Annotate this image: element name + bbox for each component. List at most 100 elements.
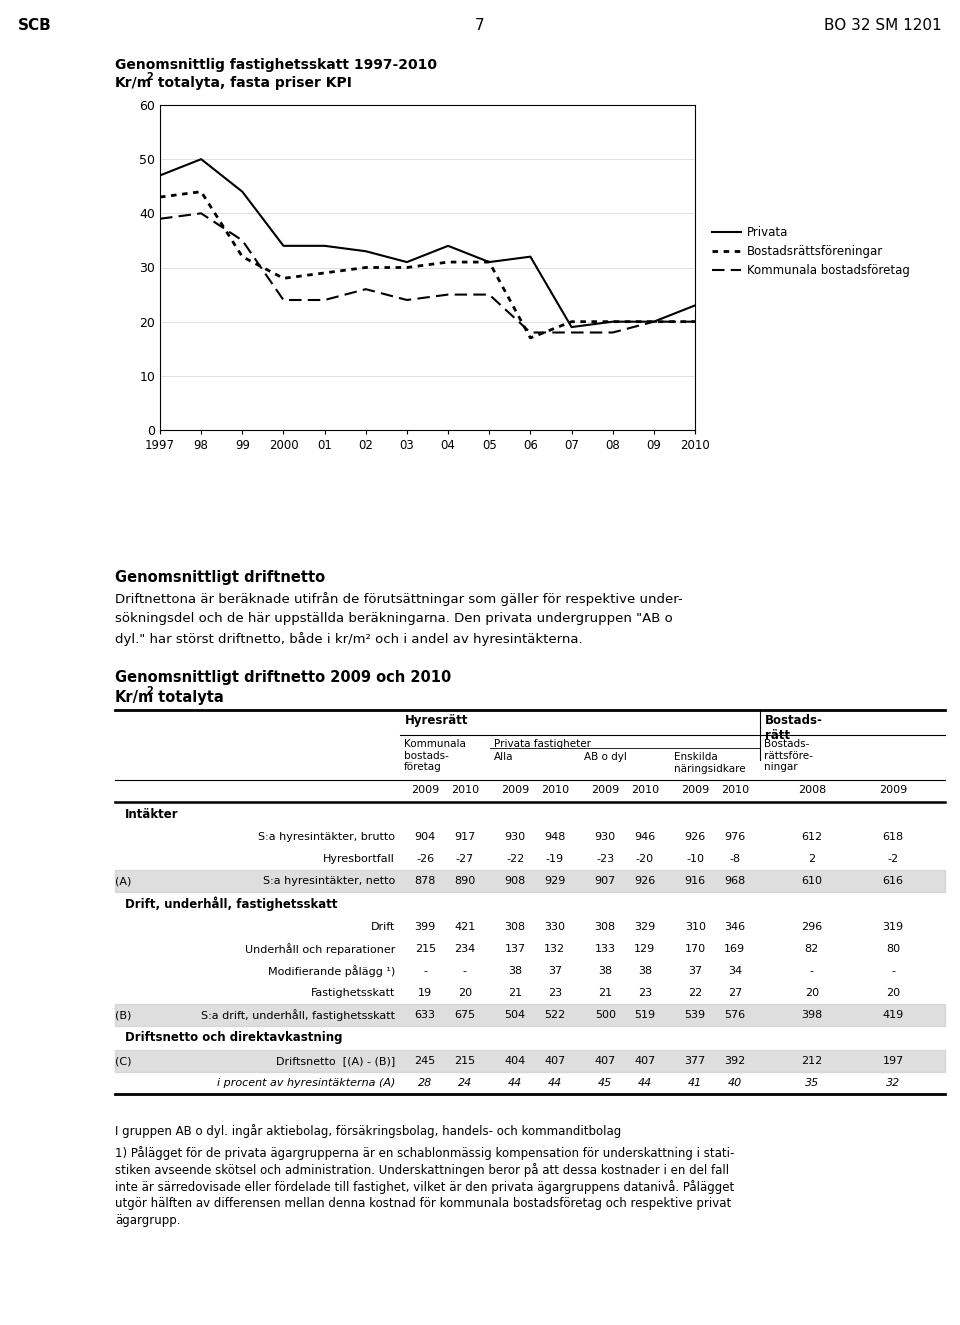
Text: 618: 618: [882, 832, 903, 841]
Text: 133: 133: [594, 943, 615, 954]
Text: 929: 929: [544, 876, 565, 886]
Text: 976: 976: [724, 832, 745, 841]
Text: 612: 612: [802, 832, 823, 841]
Text: 2010: 2010: [451, 786, 479, 795]
Text: Genomsnittligt driftnetto: Genomsnittligt driftnetto: [115, 570, 325, 586]
Text: 245: 245: [415, 1056, 436, 1067]
Text: Fastighetsskatt: Fastighetsskatt: [311, 988, 396, 998]
Text: 916: 916: [684, 876, 706, 886]
Text: 2: 2: [146, 72, 153, 82]
Text: 421: 421: [454, 922, 475, 931]
Text: 40: 40: [728, 1079, 742, 1088]
Text: 27: 27: [728, 988, 742, 998]
Text: Modifierande pålägg ¹): Modifierande pålägg ¹): [268, 965, 396, 977]
Text: -: -: [463, 966, 467, 977]
Text: 319: 319: [882, 922, 903, 931]
Text: 129: 129: [635, 943, 656, 954]
Text: 407: 407: [594, 1056, 615, 1067]
Text: utgör hälften av differensen mellan denna kostnad för kommunala bostadsföretag o: utgör hälften av differensen mellan denn…: [115, 1196, 732, 1210]
Text: 2009: 2009: [411, 786, 440, 795]
Text: AB o dyl: AB o dyl: [584, 753, 627, 762]
Text: 37: 37: [548, 966, 562, 977]
Text: 21: 21: [598, 988, 612, 998]
Text: 19: 19: [419, 988, 432, 998]
Text: 576: 576: [724, 1010, 745, 1020]
Text: -2: -2: [888, 855, 899, 864]
Text: 329: 329: [635, 922, 656, 931]
Text: 38: 38: [508, 966, 522, 977]
Text: Bostads-
rätt: Bostads- rätt: [765, 714, 823, 742]
Text: Underhåll och reparationer: Underhåll och reparationer: [245, 943, 396, 955]
Text: 968: 968: [724, 876, 745, 886]
Text: -10: -10: [686, 855, 705, 864]
Text: 926: 926: [635, 876, 656, 886]
Text: 1) Pålägget för de privata ägargrupperna är en schablonmässig kompensation för u: 1) Pålägget för de privata ägargrupperna…: [115, 1146, 734, 1159]
Text: i procent av hyresintäkterna (A): i procent av hyresintäkterna (A): [217, 1079, 396, 1088]
Text: -27: -27: [456, 855, 474, 864]
Text: Intäkter: Intäkter: [125, 807, 179, 820]
Text: 2009: 2009: [501, 786, 529, 795]
Text: 132: 132: [544, 943, 565, 954]
Text: 44: 44: [508, 1079, 522, 1088]
Text: -26: -26: [416, 855, 434, 864]
Legend: Privata, Bostadsrättsföreningar, Kommunala bostadsföretag: Privata, Bostadsrättsföreningar, Kommuna…: [711, 225, 910, 277]
Text: 212: 212: [802, 1056, 823, 1067]
Text: 28: 28: [418, 1079, 432, 1088]
Text: Hyresbortfall: Hyresbortfall: [324, 855, 396, 864]
Text: 633: 633: [415, 1010, 436, 1020]
Text: 20: 20: [804, 988, 819, 998]
Text: 38: 38: [637, 966, 652, 977]
Text: 82: 82: [804, 943, 819, 954]
Text: 346: 346: [724, 922, 745, 931]
Text: dyl." har störst driftnetto, både i kr/m² och i andel av hyresintäkterna.: dyl." har störst driftnetto, både i kr/m…: [115, 632, 583, 647]
Text: S:a hyresintäkter, netto: S:a hyresintäkter, netto: [263, 876, 396, 886]
Text: -8: -8: [730, 855, 740, 864]
Text: I gruppen AB o dyl. ingår aktiebolag, försäkringsbolag, handels- och kommanditbo: I gruppen AB o dyl. ingår aktiebolag, fö…: [115, 1124, 621, 1138]
Text: Bostads-
rättsföre-
ningar: Bostads- rättsföre- ningar: [764, 739, 813, 772]
Text: 38: 38: [598, 966, 612, 977]
Text: 500: 500: [594, 1010, 615, 1020]
Text: -20: -20: [636, 855, 654, 864]
Text: 419: 419: [882, 1010, 903, 1020]
Text: 946: 946: [635, 832, 656, 841]
Text: -23: -23: [596, 855, 614, 864]
Text: S:a drift, underhåll, fastighetsskatt: S:a drift, underhåll, fastighetsskatt: [202, 1010, 396, 1022]
Text: 930: 930: [505, 832, 526, 841]
Text: 948: 948: [544, 832, 565, 841]
Text: 22: 22: [688, 988, 703, 998]
Text: Enskilda
näringsidkare: Enskilda näringsidkare: [674, 753, 746, 774]
Text: Genomsnittligt driftnetto 2009 och 2010: Genomsnittligt driftnetto 2009 och 2010: [115, 670, 451, 685]
Text: 926: 926: [684, 832, 706, 841]
Text: sökningsdel och de här uppställda beräkningarna. Den privata undergruppen "AB o: sökningsdel och de här uppställda beräkn…: [115, 612, 673, 625]
Text: Drift: Drift: [371, 922, 396, 931]
Text: 44: 44: [547, 1079, 562, 1088]
Text: 519: 519: [635, 1010, 656, 1020]
Text: 330: 330: [544, 922, 565, 931]
Text: 2010: 2010: [631, 786, 659, 795]
Text: (C): (C): [115, 1056, 132, 1067]
Text: 20: 20: [886, 988, 900, 998]
Text: 392: 392: [724, 1056, 745, 1067]
Text: 2009: 2009: [591, 786, 619, 795]
Text: 407: 407: [635, 1056, 656, 1067]
Text: 2010: 2010: [540, 786, 569, 795]
Text: 20: 20: [458, 988, 472, 998]
Text: 2009: 2009: [879, 786, 907, 795]
Text: 41: 41: [688, 1079, 703, 1088]
Text: Kommunala
bostads-
företag: Kommunala bostads- företag: [404, 739, 466, 772]
Text: Drift, underhåll, fastighetsskatt: Drift, underhåll, fastighetsskatt: [125, 897, 338, 912]
Text: 234: 234: [454, 943, 475, 954]
Text: 34: 34: [728, 966, 742, 977]
Text: 45: 45: [598, 1079, 612, 1088]
Text: 2010: 2010: [721, 786, 749, 795]
Text: 296: 296: [802, 922, 823, 931]
Text: Kr/m: Kr/m: [115, 690, 155, 705]
Text: 504: 504: [505, 1010, 526, 1020]
Text: totalyta: totalyta: [153, 690, 224, 705]
Text: 2009: 2009: [681, 786, 709, 795]
Text: 539: 539: [684, 1010, 706, 1020]
Text: Genomsnittlig fastighetsskatt 1997-2010: Genomsnittlig fastighetsskatt 1997-2010: [115, 58, 437, 72]
Text: 930: 930: [594, 832, 615, 841]
Text: -22: -22: [506, 855, 524, 864]
Text: 215: 215: [454, 1056, 475, 1067]
